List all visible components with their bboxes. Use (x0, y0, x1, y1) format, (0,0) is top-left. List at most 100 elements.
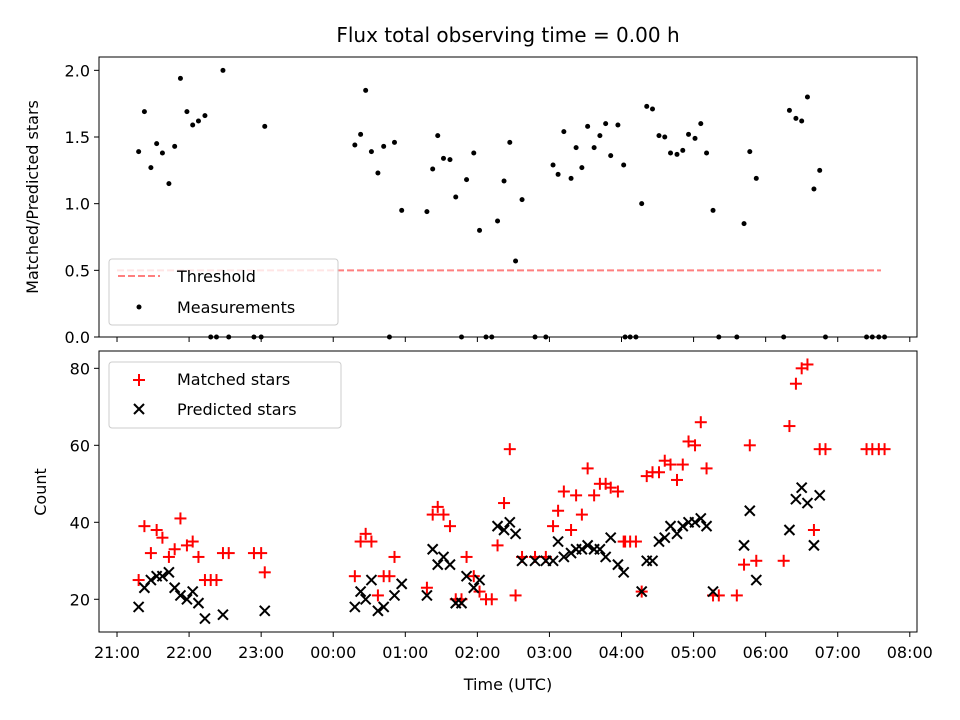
predicted-star-point (581, 539, 594, 552)
predicted-star-point (259, 605, 271, 617)
matched-star-point (777, 554, 790, 567)
predicted-star-stroke-b (813, 489, 826, 502)
measurement-point (172, 143, 178, 149)
matched-star-point (354, 535, 367, 548)
predicted-star-point (707, 585, 719, 598)
matched-star-point (222, 547, 235, 560)
matched-star-point (652, 466, 665, 479)
matched-star-point (420, 581, 433, 594)
measurement-point (148, 165, 154, 171)
predicted-star-stroke-b (783, 524, 796, 536)
measurement-point (195, 118, 201, 124)
predicted-star-point (186, 585, 199, 598)
predicted-star-point (365, 574, 378, 586)
measurement-point (615, 122, 621, 128)
predicted-star-point (395, 578, 408, 590)
predicted-star-stroke-b (750, 574, 762, 586)
measurement-point (644, 103, 650, 109)
measurement-point (430, 166, 436, 172)
predicted-star-point (801, 497, 814, 509)
measurement-point (591, 145, 597, 151)
predicted-star-stroke-b (181, 593, 193, 605)
legend-measurements-label: Measurements (177, 298, 295, 317)
predicted-star-point (432, 558, 444, 571)
measurement-point (579, 165, 585, 171)
predicted-star-stroke-b (491, 520, 504, 532)
x-tick-label: 05:00 (671, 643, 717, 662)
matched-star-point (156, 531, 169, 544)
measurement-point (177, 75, 183, 81)
predicted-star-stroke-b (455, 597, 468, 609)
matched-star-point (150, 523, 163, 536)
chart-title: Flux total observing time = 0.00 h (336, 23, 679, 47)
predicted-star-point (444, 558, 456, 571)
measurement-point (495, 218, 501, 224)
predicted-star-stroke-b (174, 589, 187, 602)
predicted-star-stroke-b (498, 524, 510, 536)
predicted-star-point (813, 489, 826, 502)
measurement-point (747, 149, 753, 155)
top-y-tick-label: 1.5 (65, 128, 90, 147)
measurement-point (391, 139, 397, 145)
predicted-star-stroke-b (217, 608, 229, 621)
matched-star-point (738, 558, 751, 571)
predicted-star-point (558, 551, 570, 563)
matched-star-point (783, 420, 796, 433)
bottom-axes-frame (98, 350, 918, 633)
x-tick-label: 08:00 (887, 643, 933, 662)
measurement-point (220, 67, 226, 73)
predicted-star-point (498, 524, 510, 536)
measurement-point (555, 171, 561, 177)
top-legend-box (108, 258, 339, 326)
predicted-star-stroke-b (671, 528, 683, 540)
matched-star-point (443, 520, 456, 533)
x-axis-label: Time (UTC) (463, 675, 552, 694)
predicted-star-point (738, 539, 750, 552)
predicted-star-point (468, 582, 480, 594)
predicted-star-point (377, 601, 390, 613)
matched-star-point (144, 547, 157, 560)
predicted-star-point (174, 589, 187, 602)
measurement-point (561, 129, 567, 135)
predicted-star-stroke-b (576, 543, 588, 555)
predicted-star-point (576, 543, 588, 555)
predicted-star-point (689, 516, 701, 529)
predicted-star-point (783, 524, 796, 536)
measurement-point (477, 227, 483, 233)
matched-star-point (712, 589, 725, 602)
measurement-point (435, 133, 441, 139)
measurement-point (603, 121, 609, 127)
matched-star-point (604, 481, 617, 494)
predicted-star-point (349, 601, 361, 613)
predicted-star-point (599, 551, 612, 563)
predicted-star-stroke-b (468, 582, 480, 594)
predicted-star-point (653, 535, 665, 548)
predicted-star-stroke-b (259, 605, 271, 617)
predicted-star-point (388, 589, 401, 602)
predicted-star-point (359, 593, 372, 605)
predicted-star-point (372, 605, 384, 617)
measurement-point (804, 94, 810, 100)
predicted-star-stroke-b (547, 555, 559, 567)
matched-star-point (565, 523, 578, 536)
predicted-star-stroke-b (744, 505, 756, 517)
predicted-star-stroke-b (168, 582, 181, 594)
matched-star-point (210, 574, 223, 587)
predicted-star-stroke-b (635, 585, 648, 598)
matched-star-point (878, 443, 891, 456)
predicted-star-stroke-b (617, 566, 630, 579)
predicted-star-stroke-b (460, 570, 473, 582)
matched-star-point (503, 443, 516, 456)
measurement-point (352, 142, 358, 148)
matched-star-point (629, 535, 642, 548)
measurement-point (399, 207, 405, 213)
predicted-star-stroke-b (653, 535, 665, 548)
legend-predicted-label: Predicted stars (177, 400, 297, 419)
matched-star-point (365, 535, 378, 548)
matched-star-point (138, 520, 151, 533)
top-y-tick-label: 0.5 (65, 261, 90, 280)
measurement-point (550, 162, 556, 168)
predicted-star-point (460, 570, 473, 582)
measurement-point (440, 155, 446, 161)
top-x-ticks (116, 337, 911, 342)
